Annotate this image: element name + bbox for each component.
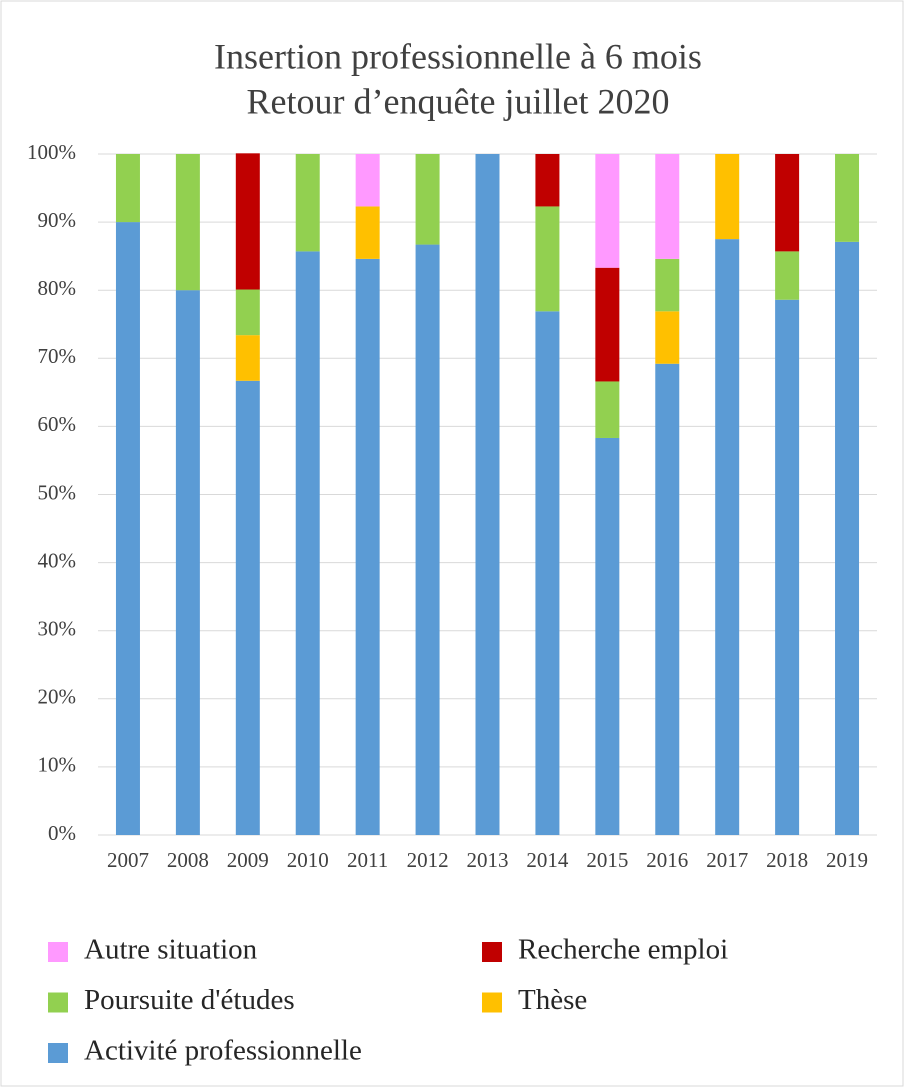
bar-segment: [595, 437, 620, 835]
bar-segment: [655, 154, 680, 259]
y-tick-label: 70%: [38, 344, 77, 368]
y-tick-label: 50%: [38, 480, 77, 504]
y-tick-label: 60%: [38, 412, 77, 436]
bar-segment: [415, 244, 440, 835]
x-tick-label: 2010: [287, 848, 329, 872]
bar-segment: [235, 335, 260, 381]
bar-segment: [655, 311, 680, 364]
bar-segment: [775, 154, 800, 252]
legend-swatch: [482, 992, 502, 1013]
x-tick-label: 2011: [347, 848, 388, 872]
bar-segment: [595, 154, 620, 268]
legend-label: Autre situation: [84, 934, 258, 966]
bar-segment: [115, 154, 140, 223]
bar-segment: [355, 206, 380, 259]
chart-title: Insertion professionnelle à 6 mois: [214, 36, 702, 76]
x-tick-label: 2015: [586, 848, 628, 872]
y-tick-label: 40%: [38, 548, 77, 572]
legend-swatch: [48, 942, 68, 962]
bar-segment: [475, 154, 500, 835]
y-tick-label: 20%: [38, 685, 77, 709]
bar-segment: [715, 154, 740, 240]
bar-segment: [775, 299, 800, 835]
bar-segment: [295, 251, 320, 835]
bar-segment: [355, 154, 380, 207]
x-tick-label: 2007: [107, 848, 149, 872]
y-tick-label: 0%: [48, 821, 76, 845]
bar-segment: [595, 381, 620, 438]
bar-segment: [595, 267, 620, 382]
legend-swatch: [482, 942, 502, 962]
legend-swatch: [48, 1043, 68, 1063]
bar-segment: [835, 154, 860, 242]
bar-segment: [535, 154, 560, 207]
x-tick-label: 2013: [467, 848, 509, 872]
bar-segment: [355, 258, 380, 835]
bar-segment: [775, 251, 800, 300]
bar-segment: [175, 290, 200, 835]
y-tick-label: 10%: [38, 753, 77, 777]
bar-segment: [535, 206, 560, 312]
legend-label: Recherche emploi: [518, 934, 728, 966]
bar-segment: [415, 154, 440, 245]
bar-segment: [655, 363, 680, 835]
x-tick-label: 2014: [526, 848, 569, 872]
legend-swatch: [48, 992, 68, 1013]
legend-label: Poursuite d'études: [84, 984, 295, 1016]
x-tick-label: 2019: [826, 848, 868, 872]
bar-segment: [235, 380, 260, 835]
y-tick-label: 30%: [38, 617, 77, 641]
bar-segment: [835, 241, 860, 835]
bar-segment: [655, 258, 680, 312]
bar-segment: [235, 153, 260, 290]
bar-segment: [535, 311, 560, 835]
y-tick-label: 80%: [38, 276, 77, 300]
x-tick-label: 2016: [646, 848, 688, 872]
legend-label: Thèse: [518, 984, 587, 1016]
x-tick-label: 2012: [407, 848, 449, 872]
x-tick-label: 2017: [706, 848, 748, 872]
bar-segment: [295, 154, 320, 252]
x-tick-label: 2018: [766, 848, 808, 872]
bar-segment: [715, 239, 740, 835]
x-tick-label: 2008: [167, 848, 209, 872]
y-tick-label: 90%: [38, 208, 77, 232]
x-tick-label: 2009: [227, 848, 269, 872]
chart-subtitle: Retour d’enquête juillet 2020: [247, 81, 670, 121]
y-tick-label: 100%: [27, 140, 76, 164]
bar-segment: [235, 289, 260, 336]
bar-segment: [115, 222, 140, 836]
bar-segment: [175, 154, 200, 291]
legend-label: Activité professionnelle: [84, 1035, 362, 1067]
